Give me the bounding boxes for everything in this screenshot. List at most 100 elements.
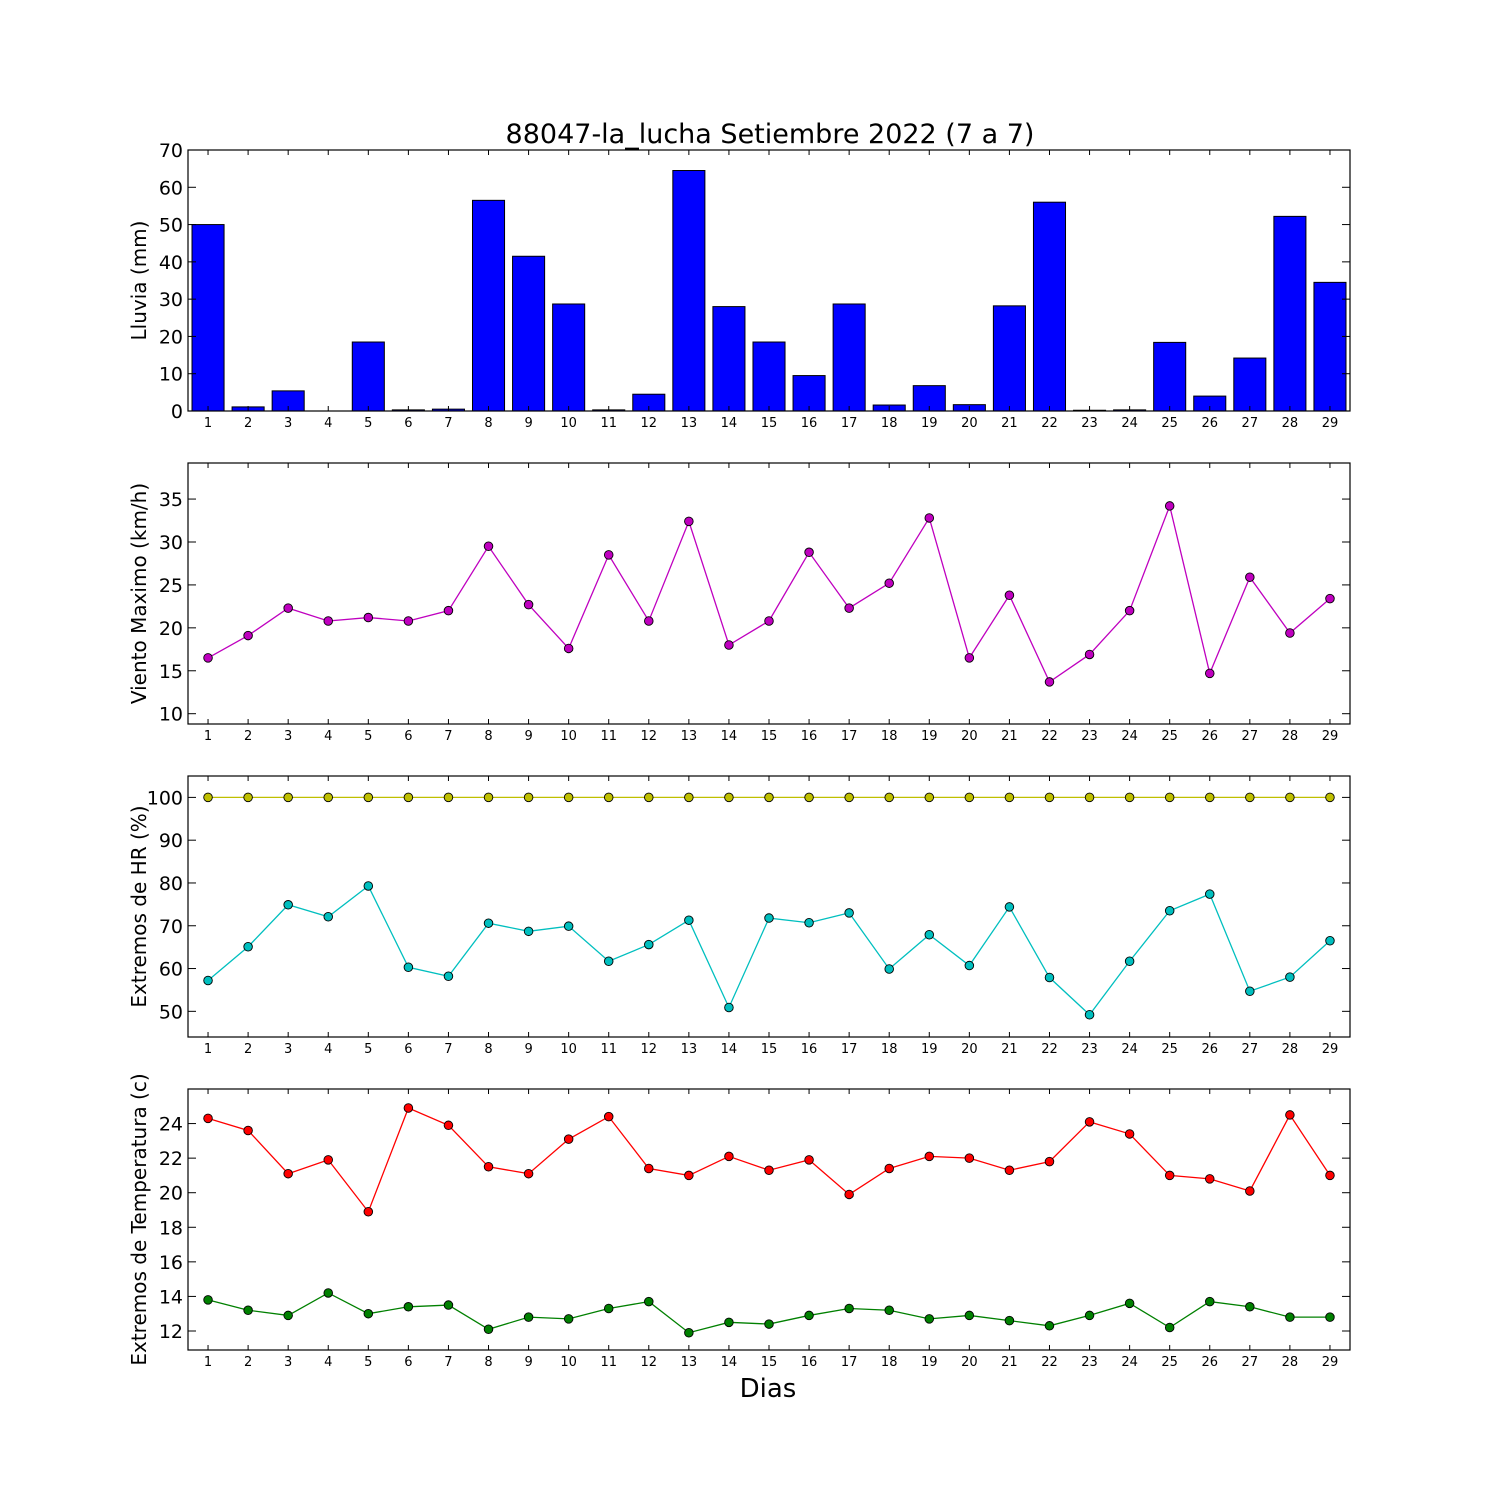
- data-point: [443, 605, 454, 616]
- data-point: [1124, 792, 1135, 803]
- x-tick-label: 13: [681, 729, 698, 744]
- data-point: [363, 881, 374, 891]
- data-point: [243, 1125, 253, 1136]
- data-point: [964, 792, 975, 803]
- x-tick-label: 8: [484, 1355, 492, 1370]
- data-point: [283, 792, 293, 803]
- y-tick-label: 70: [159, 140, 183, 162]
- x-tick-label: 4: [324, 1042, 332, 1057]
- data-point: [563, 792, 574, 803]
- data-point: [1044, 972, 1055, 983]
- bar: [1153, 341, 1187, 412]
- x-tick-label: 23: [1081, 729, 1098, 744]
- x-tick-label: 21: [1001, 1355, 1018, 1370]
- chart-title: 88047-la_lucha Setiembre 2022 (7 a 7): [506, 119, 1035, 150]
- data-point: [684, 1327, 694, 1338]
- x-tick-label: 6: [404, 416, 412, 431]
- data-point: [483, 541, 494, 552]
- x-tick-label: 8: [484, 1042, 492, 1057]
- data-point: [1285, 628, 1295, 638]
- x-tick-label: 7: [444, 1042, 452, 1057]
- x-tick-label: 11: [600, 729, 617, 744]
- data-point: [523, 599, 534, 610]
- data-point: [283, 603, 293, 613]
- x-tick-label: 13: [681, 1355, 698, 1370]
- data-point: [1205, 792, 1215, 803]
- data-point: [563, 1134, 574, 1144]
- x-tick-label: 29: [1322, 1042, 1339, 1057]
- data-point: [1164, 792, 1175, 803]
- data-point: [523, 1312, 534, 1322]
- x-tick-label: 14: [721, 1042, 738, 1057]
- x-tick-label: 25: [1161, 729, 1178, 744]
- x-tick-label: 2: [244, 1355, 252, 1370]
- data-point: [724, 1317, 734, 1328]
- data-point: [884, 964, 894, 974]
- data-point: [764, 1319, 774, 1329]
- data-point: [363, 1308, 374, 1319]
- data-point: [1124, 956, 1135, 967]
- data-point: [964, 960, 975, 971]
- x-tick-label: 5: [364, 729, 372, 744]
- x-tick-label: 24: [1121, 416, 1138, 431]
- x-tick-label: 23: [1081, 1042, 1098, 1057]
- data-point: [924, 929, 935, 940]
- bar: [992, 305, 1026, 412]
- x-tick-label: 28: [1282, 416, 1299, 431]
- data-point: [483, 1324, 494, 1335]
- x-tick-label: 29: [1322, 416, 1339, 431]
- x-tick-label: 9: [524, 1042, 532, 1057]
- bar: [512, 255, 546, 412]
- x-tick-label: 1: [204, 1042, 212, 1057]
- x-tick-label: 27: [1242, 1042, 1259, 1057]
- data-point: [884, 578, 894, 588]
- x-tick-label: 15: [761, 729, 778, 744]
- data-point: [1245, 1302, 1255, 1312]
- x-tick-label: 14: [721, 729, 738, 744]
- data-point: [844, 603, 854, 613]
- x-tick-label: 21: [1001, 1042, 1018, 1057]
- x-tick-label: 22: [1041, 1042, 1058, 1057]
- data-point: [1084, 792, 1095, 803]
- y-tick-label: 16: [159, 1252, 183, 1274]
- data-point: [1124, 1129, 1135, 1139]
- bar: [1273, 215, 1307, 412]
- data-point: [684, 516, 694, 527]
- bar: [471, 199, 506, 412]
- x-tick-label: 9: [524, 1355, 532, 1370]
- y-tick-label: 80: [159, 873, 183, 895]
- data-point: [1044, 1321, 1055, 1331]
- x-tick-label: 22: [1041, 1355, 1058, 1370]
- data-point: [603, 550, 614, 560]
- x-tick-label: 8: [484, 416, 492, 431]
- data-point: [1084, 1010, 1095, 1020]
- x-tick-label: 2: [244, 1042, 252, 1057]
- data-point: [644, 1296, 654, 1307]
- data-point: [203, 975, 213, 986]
- x-tick-label: 29: [1322, 1355, 1339, 1370]
- x-tick-label: 18: [881, 1042, 898, 1057]
- y-tick-label: 25: [159, 575, 183, 597]
- y-axis-label: Viento Maximo (km/h): [127, 483, 151, 704]
- y-axis-label: Extremos de HR (%): [127, 805, 151, 1007]
- data-point: [1164, 501, 1175, 511]
- rain-panel: 1 2 3 4 5 6 7 8 9 10 11 12 13 14 15 16 17 18 19 20 21 22 23 24 2…: [127, 140, 1351, 431]
- data-point: [523, 926, 534, 937]
- x-tick-label: 4: [324, 729, 332, 744]
- y-tick-label: 20: [159, 1183, 183, 1205]
- x-tick-label: 29: [1322, 729, 1339, 744]
- data-point: [283, 1168, 293, 1179]
- data-point: [603, 956, 614, 967]
- data-point: [603, 792, 614, 803]
- x-tick-label: 3: [284, 1042, 292, 1057]
- data-point: [804, 1155, 814, 1165]
- data-point: [1084, 1310, 1095, 1321]
- data-point: [1285, 1312, 1295, 1322]
- data-point: [203, 653, 213, 663]
- data-point: [1205, 1296, 1215, 1307]
- data-point: [283, 900, 293, 910]
- x-tick-label: 24: [1121, 729, 1138, 744]
- x-tick-label: 28: [1282, 729, 1299, 744]
- y-tick-label: 60: [159, 959, 183, 981]
- humidity-panel: 1 2 3 4 5 6 7 8 9 10 11 12 13 14 15 16 17 18 19 20 21 22 23 24 2…: [127, 775, 1351, 1057]
